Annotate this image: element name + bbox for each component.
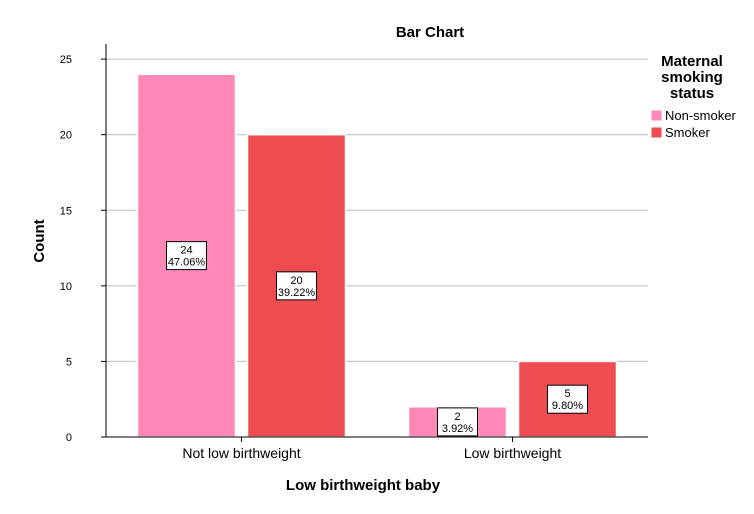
- data-label-percent: 3.92%: [442, 423, 473, 435]
- y-tick-label: 15: [60, 205, 72, 217]
- y-axis-label: Count: [31, 219, 48, 262]
- y-axis-ticks: 0 5 10 15 20 25: [60, 54, 106, 444]
- y-tick-label: 0: [66, 432, 72, 444]
- chart-title: Bar Chart: [396, 24, 464, 41]
- y-tick-label: 5: [66, 356, 72, 368]
- data-label: 23.92%: [437, 407, 478, 437]
- legend-swatch: [650, 126, 663, 139]
- data-label-percent: 9.80%: [552, 400, 583, 412]
- data-label-box: [276, 271, 317, 301]
- data-label-count: 24: [180, 245, 192, 257]
- legend-entry-label: Non-smoker: [665, 108, 736, 123]
- legend-title-line-2: smoking: [661, 69, 723, 86]
- data-label: 59.80%: [547, 384, 588, 414]
- x-axis-label: Low birthweight baby: [286, 477, 441, 494]
- legend-title-line-3: status: [670, 85, 714, 102]
- data-label-box: [166, 241, 207, 271]
- legend-entry-label: Smoker: [665, 125, 710, 140]
- x-tick-label: Low birthweight: [464, 445, 561, 461]
- bars: [136, 73, 618, 438]
- x-tick-label: Not low birthweight: [182, 445, 300, 461]
- legend: Maternal smoking status Non-smoker Smoker: [650, 53, 736, 140]
- x-axis-ticks: Not low birthweight Low birthweight: [182, 437, 561, 461]
- data-label-percent: 47.06%: [168, 257, 206, 269]
- y-tick-label: 25: [60, 54, 72, 66]
- data-label-percent: 39.22%: [278, 287, 316, 299]
- data-label-count: 5: [564, 388, 570, 400]
- data-label-box: [437, 407, 478, 437]
- y-tick-label: 20: [60, 130, 72, 142]
- legend-title-line-1: Maternal: [661, 53, 723, 70]
- legend-swatch: [650, 109, 663, 122]
- y-tick-label: 10: [60, 281, 72, 293]
- data-label-count: 20: [290, 275, 302, 287]
- data-label-box: [547, 384, 588, 414]
- data-label-count: 2: [454, 411, 460, 423]
